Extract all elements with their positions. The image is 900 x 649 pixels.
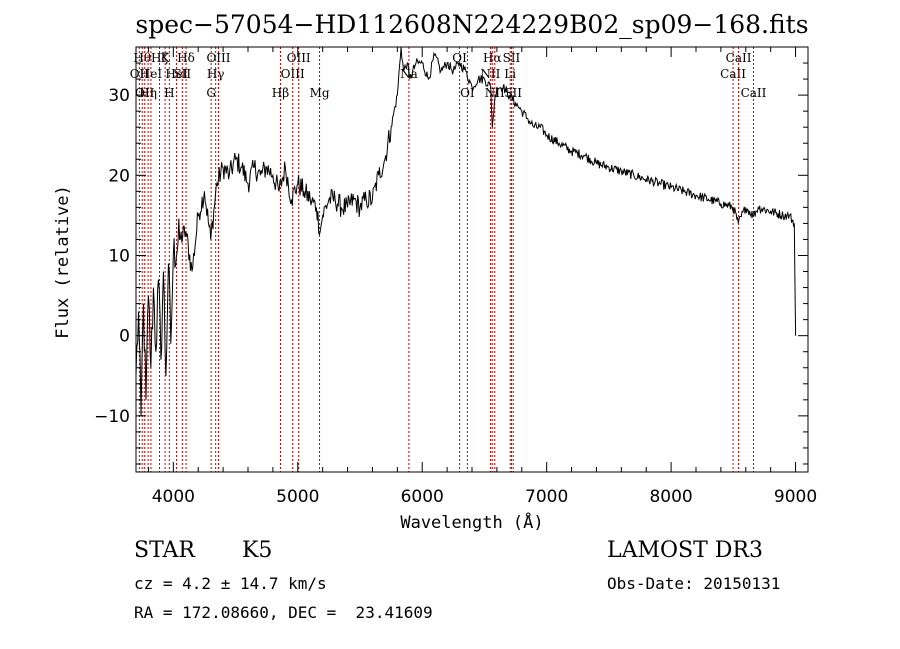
x-tick-label: 4000: [152, 487, 195, 507]
x-axis-label: Wavelength (Å): [400, 511, 543, 533]
spectral-line-markers: OIIHθOIIHηHeIHζKHHeISIIHδGHγOIIIHβOIIIOI…: [130, 47, 767, 472]
x-tick-label: 9000: [774, 487, 817, 507]
spectral-line-label: CaII: [720, 67, 746, 81]
obs-date: Obs-Date: 20150131: [607, 574, 781, 593]
spectral-line-label: Hγ: [207, 67, 225, 81]
y-tick-label: 10: [108, 246, 130, 266]
spectral-line-label: Hζ: [151, 51, 168, 65]
survey-name: LAMOST DR3: [607, 538, 763, 563]
spectral-line-label: SII: [503, 51, 521, 65]
spectral-line-label: OIII: [287, 51, 311, 65]
spectral-line-label: Hδ: [177, 51, 195, 65]
axis-ticks: 4000 5000 6000 7000 8000 9000 −10 0 10 20 30: [94, 47, 817, 507]
spectral-line-label: OI: [460, 86, 475, 100]
spectral-line-label: K: [161, 51, 171, 65]
x-tick-label: 7000: [525, 487, 568, 507]
spectral-line-label: H: [164, 86, 174, 100]
object-subclass: K5: [242, 538, 273, 563]
object-class: STAR: [134, 538, 195, 563]
redshift-cz: cz = 4.2 ± 14.7 km/s: [134, 574, 327, 593]
flux-series-line: [135, 46, 797, 416]
x-tick-label: 5000: [276, 487, 319, 507]
spectral-line-label: OIII: [206, 51, 230, 65]
spectral-line-label: G: [206, 86, 216, 100]
spectral-line-label: OI: [452, 51, 467, 65]
y-tick-label: 0: [119, 327, 130, 347]
spectral-line-label: HeI: [140, 67, 163, 81]
spectral-line-label: OII: [135, 86, 155, 100]
x-tick-label: 8000: [649, 487, 692, 507]
spectral-line-label: Li: [504, 67, 516, 81]
y-tick-label: 30: [108, 86, 130, 106]
y-tick-label: −10: [94, 407, 130, 427]
ra-dec: RA = 172.08660, DEC = 23.41609: [134, 603, 433, 622]
spectral-line-label: CaII: [741, 86, 767, 100]
spectral-line-label: Hθ: [133, 51, 151, 65]
spectral-line-label: NII: [485, 86, 505, 100]
spectral-line-label: Hα: [483, 51, 502, 65]
spectral-line-label: Mg: [310, 86, 330, 100]
spectral-line-label: Hβ: [272, 86, 289, 100]
spectral-line-label: NII: [480, 67, 500, 81]
y-tick-label: 20: [108, 166, 130, 186]
spectral-line-label: OII: [130, 67, 150, 81]
spectral-line-label: Hη: [139, 86, 157, 100]
spectral-line-label: CaII: [726, 51, 752, 65]
spectral-line-label: HeI: [165, 67, 188, 81]
chart-title: spec−57054−HD112608N224229B02_sp09−168.f…: [135, 10, 808, 39]
spectral-line-label: OIII: [281, 67, 305, 81]
y-axis-label: Flux (relative): [53, 185, 73, 339]
x-tick-label: 6000: [401, 487, 444, 507]
spectral-line-label: SII: [173, 67, 191, 81]
plot-frame: [135, 46, 809, 473]
